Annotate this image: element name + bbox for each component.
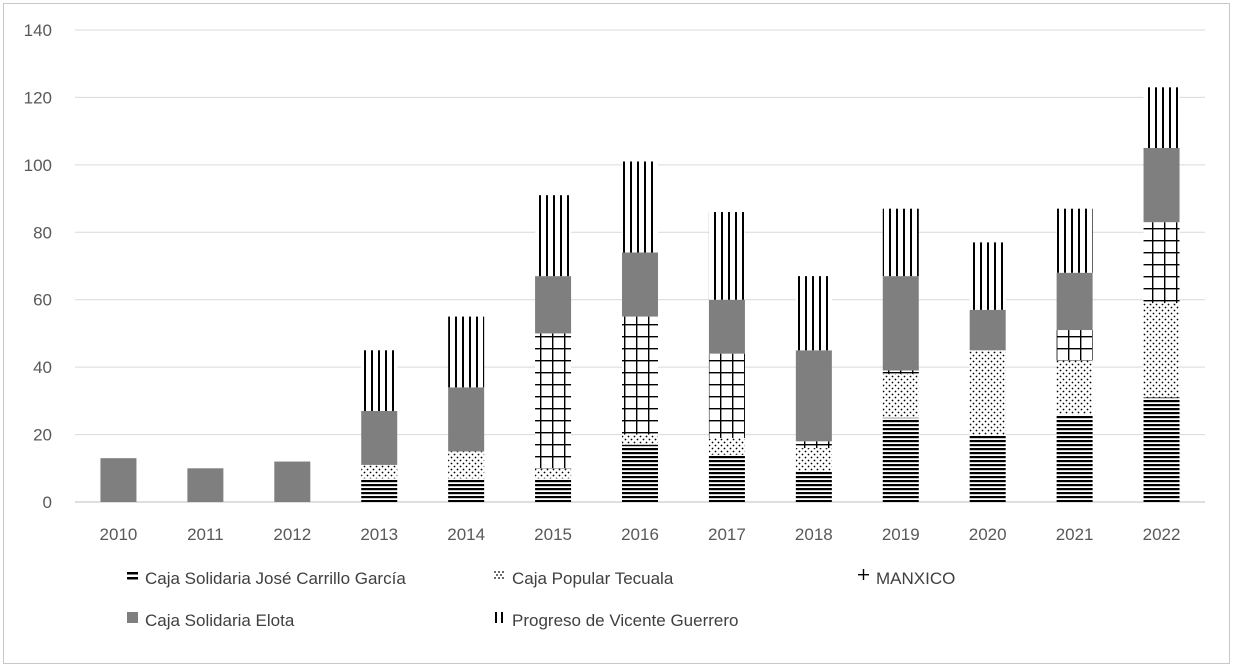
bar-segment	[361, 464, 398, 479]
legend-item: Caja Solidaria José Carrillo García	[127, 569, 406, 588]
bar-segment	[882, 373, 919, 418]
x-tick-label: 2020	[969, 525, 1007, 544]
bar-segment	[795, 276, 832, 351]
bar-segment	[882, 370, 919, 374]
bar-segment	[969, 434, 1006, 502]
bar-segment	[795, 350, 832, 442]
bar-segment	[708, 437, 745, 455]
x-tick-label: 2010	[100, 525, 138, 544]
legend-label: Progreso de Vicente Guerrero	[512, 611, 738, 630]
legend-label: Caja Popular Tecuala	[512, 569, 674, 588]
y-tick-label: 120	[24, 88, 52, 107]
bar-segment	[1056, 330, 1093, 361]
bar-segment	[361, 410, 398, 465]
bar-segment	[622, 434, 658, 445]
x-tick-label: 2021	[1056, 525, 1094, 544]
bar-segment	[1143, 87, 1180, 148]
bar-segment	[795, 471, 832, 502]
legend-swatch	[127, 572, 138, 580]
bar-segment	[535, 276, 572, 334]
bar-segment	[100, 458, 137, 502]
bar-segment	[448, 387, 485, 452]
bar-segment	[535, 333, 572, 469]
bar-segment	[882, 417, 919, 502]
bar-segment	[708, 299, 745, 354]
bar-segment	[1056, 208, 1093, 273]
legend-swatch	[494, 571, 504, 579]
bar-segment	[795, 441, 832, 449]
x-tick-label: 2014	[447, 525, 485, 544]
bar-segment	[361, 350, 398, 411]
x-tick-label: 2013	[360, 525, 398, 544]
bar-segment	[361, 478, 398, 502]
legend-item: MANXICO	[858, 569, 955, 588]
bar-segment	[187, 468, 224, 502]
bar-segment	[622, 444, 658, 502]
bar-segment	[1143, 397, 1180, 502]
legend: Caja Solidaria José Carrillo García Caja …	[127, 569, 955, 630]
bar-segment	[1143, 148, 1180, 223]
x-tick-label: 2012	[273, 525, 311, 544]
x-tick-label: 2018	[795, 525, 833, 544]
x-tick-label: 2022	[1143, 525, 1181, 544]
chart-frame	[3, 3, 1230, 664]
bar-segment	[448, 451, 485, 479]
bar-segment	[622, 161, 658, 253]
bar-segment	[274, 461, 311, 502]
bar-segment	[535, 468, 572, 479]
bar-segment	[969, 350, 1006, 435]
bar-segment	[882, 276, 919, 371]
y-axis-ticks: 0 20 40 60 80 100 120 140	[24, 21, 52, 512]
y-tick-label: 20	[33, 426, 52, 445]
legend-label: MANXICO	[876, 569, 955, 588]
legend-label: Caja Solidaria José Carrillo García	[145, 569, 406, 588]
x-tick-label: 2011	[187, 525, 224, 544]
bar-segment	[1143, 303, 1180, 398]
y-tick-label: 140	[24, 21, 52, 40]
bar-segment	[969, 309, 1006, 351]
bar-segment	[708, 353, 745, 438]
bar-segment	[535, 195, 572, 277]
bar-segment	[1143, 222, 1180, 304]
y-tick-label: 100	[24, 156, 52, 175]
x-tick-label: 2015	[534, 525, 572, 544]
y-tick-label: 40	[33, 358, 52, 377]
bar-segment	[535, 478, 572, 502]
bar-segment	[795, 448, 832, 472]
legend-item: Caja Popular Tecuala	[494, 569, 674, 588]
bar-segment	[448, 316, 485, 388]
x-tick-label: 2019	[882, 525, 920, 544]
legend-item: Progreso de Vicente Guerrero	[495, 611, 738, 630]
bar-segment	[882, 208, 919, 277]
x-tick-label: 2017	[708, 525, 746, 544]
bar-segment	[969, 242, 1006, 310]
bar-segment	[1056, 272, 1093, 331]
x-axis-ticks: 2010 2011 2012 2013 2014 2015 2016 2017 2018 2019…	[100, 525, 1181, 544]
bar-segment	[448, 478, 485, 502]
legend-swatch	[495, 612, 503, 623]
bar-segment	[708, 454, 745, 502]
bar-segment	[622, 316, 658, 435]
y-tick-label: 80	[33, 223, 52, 242]
y-tick-label: 60	[33, 291, 52, 310]
legend-label: Caja Solidaria Elota	[145, 611, 295, 630]
gridlines	[75, 29, 1205, 503]
legend-swatch	[127, 612, 138, 623]
bar-segment	[1056, 414, 1093, 502]
bar-segment	[1056, 360, 1093, 415]
bar-segment	[622, 252, 658, 317]
bars	[100, 87, 1180, 502]
bar-segment	[708, 212, 745, 300]
y-tick-label: 0	[43, 493, 52, 512]
x-tick-label: 2016	[621, 525, 659, 544]
legend-swatch	[858, 569, 869, 580]
legend-item: Caja Solidaria Elota	[127, 611, 295, 630]
